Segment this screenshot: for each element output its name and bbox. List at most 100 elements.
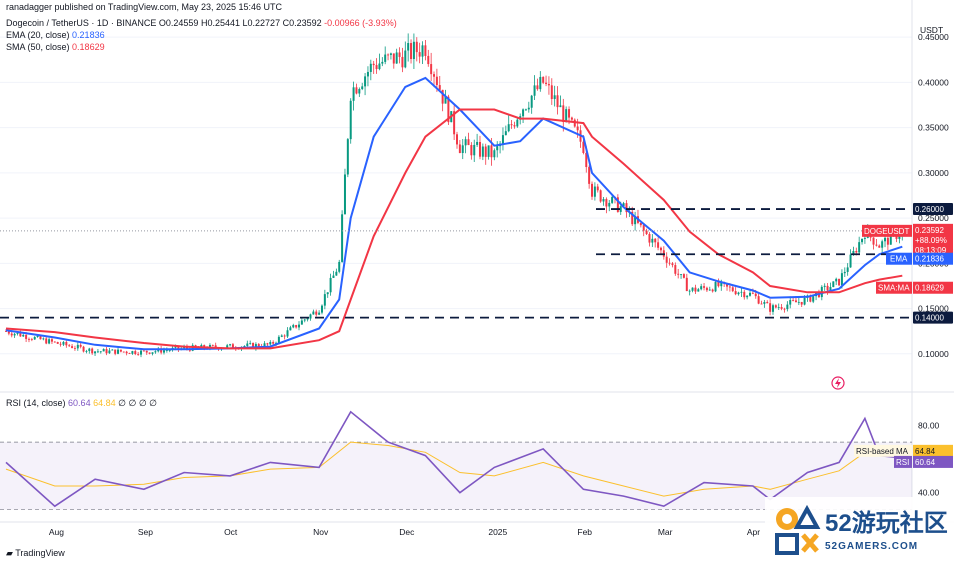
rsi-ma-val-bg <box>913 444 953 457</box>
candle-body <box>599 190 602 202</box>
candle-body <box>863 237 866 239</box>
candle-body <box>889 232 892 245</box>
candle-body <box>611 197 614 203</box>
candle-body <box>705 287 708 291</box>
sma-tag: SMA:MA <box>878 284 910 293</box>
candle-body <box>800 301 803 305</box>
candle-body <box>277 336 280 343</box>
candle-body <box>507 124 510 132</box>
candle-body <box>140 350 143 355</box>
candle-body <box>177 346 180 350</box>
candle-body <box>91 348 94 354</box>
candle-body <box>685 277 688 292</box>
candle-body <box>840 273 843 286</box>
sma-legend[interactable]: SMA (50, close) 0.18629 <box>6 42 105 52</box>
price-tick-label: 0.45000 <box>918 32 949 42</box>
candle-body <box>283 335 286 337</box>
rsi-legend[interactable]: RSI (14, close) 60.64 64.84 ∅ ∅ ∅ ∅ <box>6 398 158 408</box>
candle-body <box>688 290 691 292</box>
candle-body <box>898 235 901 239</box>
rsi-tick-label: 40.00 <box>918 488 940 498</box>
candle-body <box>137 354 140 355</box>
candle-body <box>82 346 85 352</box>
candle-body <box>441 89 444 104</box>
candle-body <box>774 305 777 308</box>
candle-body <box>780 307 783 309</box>
candle-body <box>553 95 556 99</box>
candle-body <box>378 63 381 70</box>
candle-body <box>280 335 283 337</box>
candle-body <box>803 297 806 305</box>
candle-body <box>59 343 62 345</box>
candle-body <box>7 331 10 334</box>
candle-body <box>444 96 447 104</box>
candle-body <box>648 234 651 243</box>
watermark-text: 52游玩社区 <box>825 509 948 537</box>
candle-body <box>539 76 542 90</box>
sma-line <box>5 108 903 350</box>
price-tick-label: 0.35000 <box>918 123 949 133</box>
candle-body <box>453 111 456 135</box>
candle-body <box>861 238 864 243</box>
candle-body <box>39 335 42 340</box>
candle-body <box>654 238 657 243</box>
candle-body <box>878 245 881 248</box>
ema-legend[interactable]: EMA (20, close) 0.21836 <box>6 30 105 40</box>
candle-body <box>71 346 74 348</box>
candle-body <box>665 256 668 263</box>
tradingview-brand[interactable]: ▰ TradingView <box>6 548 65 558</box>
candle-body <box>829 287 832 291</box>
candle-body <box>734 291 737 295</box>
candle-body <box>346 139 349 175</box>
candle-body <box>470 145 473 156</box>
candle-body <box>616 197 619 212</box>
candle-body <box>401 56 404 68</box>
candle-body <box>740 291 743 293</box>
candle-body <box>608 202 611 207</box>
candle-body <box>700 286 703 290</box>
candle-body <box>754 293 757 297</box>
candle-body <box>289 327 292 331</box>
candle-body <box>461 145 464 154</box>
candle-body <box>389 53 392 55</box>
candle-body <box>792 300 795 301</box>
price-tick-label: 0.10000 <box>918 349 949 359</box>
candle-body <box>300 320 303 325</box>
candle-body <box>766 302 769 304</box>
candle-body <box>398 52 401 57</box>
time-tick-label: Feb <box>577 527 592 537</box>
last-price-pct: +88.09% <box>915 236 947 245</box>
candle-body <box>142 350 145 352</box>
price-tick-label: 0.15000 <box>918 304 949 314</box>
candle-body <box>832 281 835 288</box>
candle-body <box>708 289 711 291</box>
candle-body <box>343 174 346 215</box>
candle-body <box>789 300 792 305</box>
candle-body <box>570 117 573 120</box>
candle-body <box>62 341 65 345</box>
candle-body <box>530 95 533 108</box>
candle-body <box>42 338 45 340</box>
ohlc-high: H0.25441 <box>200 18 241 28</box>
candle-body <box>659 247 662 251</box>
rsi-tick-label: 80.00 <box>918 420 940 430</box>
candle-body <box>737 292 740 295</box>
candle-body <box>760 303 763 305</box>
rsi-ma-val: 64.84 <box>915 447 936 456</box>
candle-body <box>771 305 774 312</box>
candle-body <box>430 64 433 75</box>
candle-body <box>226 345 229 348</box>
candle-body <box>191 345 194 351</box>
candle-body <box>794 300 797 303</box>
candle-body <box>473 144 476 156</box>
candle-body <box>19 332 22 337</box>
candle-body <box>622 203 625 207</box>
countdown: 08:13:09 <box>915 246 947 255</box>
candle-body <box>731 287 734 292</box>
candle-body <box>872 237 875 245</box>
time-tick-label: Mar <box>658 527 673 537</box>
candle-body <box>125 351 128 354</box>
sma-tag-bg <box>876 281 912 294</box>
time-tick-label: Nov <box>313 527 329 537</box>
candle-body <box>674 265 677 274</box>
